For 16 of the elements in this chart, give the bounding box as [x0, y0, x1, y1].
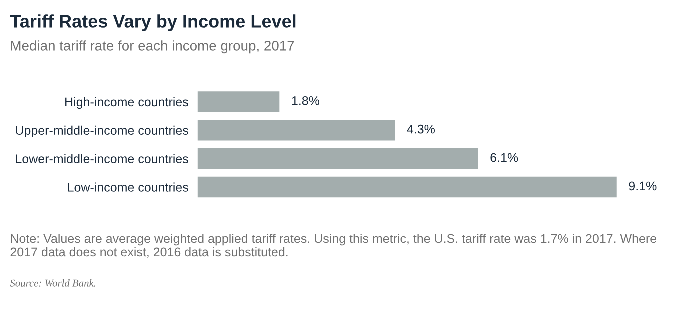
- y-tick-label: Low-income countries: [68, 182, 188, 192]
- chart-title: Tariff Rates Vary by Income Level: [10, 14, 296, 32]
- chart-subtitle: Median tariff rate for each income group, 2017: [11, 40, 294, 54]
- bar: [197, 118, 397, 142]
- data-label: 9.1%: [629, 182, 657, 191]
- bar: [197, 147, 480, 171]
- text: Note: Values are average weighted applied tariff rates. Using this metric, the U.S. tariff rate was 1.7% in 2017. Where 2017 data does not exist, 2016 data is substituted.: [10, 234, 657, 258]
- data-label: 6.1%: [490, 153, 518, 162]
- bar: [197, 175, 618, 200]
- bar: [197, 90, 282, 114]
- y-tick-label: Upper-middle-income countries: [16, 126, 188, 138]
- source-note: Source: World Bank.: [10, 280, 96, 287]
- y-tick-label: High-income countries: [66, 97, 188, 110]
- data-label: 4.3%: [407, 124, 435, 134]
- y-tick-label: Lower-middle-income countries: [16, 154, 188, 164]
- data-label: 1.8%: [292, 96, 320, 106]
